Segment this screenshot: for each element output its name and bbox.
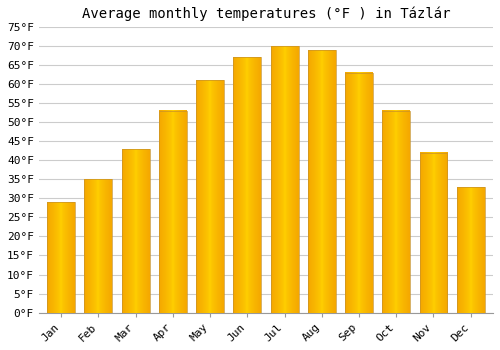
- Bar: [308, 50, 336, 313]
- Bar: [234, 57, 262, 313]
- Bar: [270, 46, 298, 313]
- Bar: [345, 72, 373, 313]
- Bar: [47, 202, 75, 313]
- Title: Average monthly temperatures (°F ) in Tázlár: Average monthly temperatures (°F ) in Tá…: [82, 7, 450, 21]
- Bar: [196, 80, 224, 313]
- Bar: [84, 179, 112, 313]
- Bar: [382, 111, 410, 313]
- Bar: [159, 111, 187, 313]
- Bar: [420, 153, 448, 313]
- Bar: [457, 187, 484, 313]
- Bar: [122, 149, 150, 313]
